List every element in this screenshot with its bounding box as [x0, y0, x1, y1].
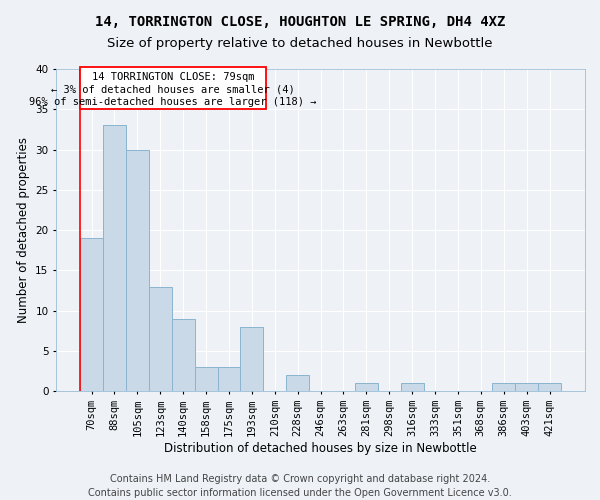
Bar [172, 319, 194, 392]
X-axis label: Distribution of detached houses by size in Newbottle: Distribution of detached houses by size … [164, 442, 477, 455]
Bar [355, 383, 378, 392]
Bar [103, 126, 126, 392]
Bar [286, 375, 309, 392]
Bar [401, 383, 424, 392]
Text: 14, TORRINGTON CLOSE, HOUGHTON LE SPRING, DH4 4XZ: 14, TORRINGTON CLOSE, HOUGHTON LE SPRING… [95, 15, 505, 29]
Text: Size of property relative to detached houses in Newbottle: Size of property relative to detached ho… [107, 38, 493, 51]
Bar [218, 367, 241, 392]
Bar [126, 150, 149, 392]
Text: 14 TORRINGTON CLOSE: 79sqm: 14 TORRINGTON CLOSE: 79sqm [92, 72, 254, 82]
Text: ← 3% of detached houses are smaller (4): ← 3% of detached houses are smaller (4) [51, 84, 295, 94]
Bar [80, 238, 103, 392]
Y-axis label: Number of detached properties: Number of detached properties [17, 137, 29, 323]
Bar [149, 286, 172, 392]
Bar [194, 367, 218, 392]
Text: Contains HM Land Registry data © Crown copyright and database right 2024.
Contai: Contains HM Land Registry data © Crown c… [88, 474, 512, 498]
Bar [241, 327, 263, 392]
Bar [538, 383, 561, 392]
FancyBboxPatch shape [80, 68, 266, 110]
Text: 96% of semi-detached houses are larger (118) →: 96% of semi-detached houses are larger (… [29, 96, 317, 106]
Bar [492, 383, 515, 392]
Bar [515, 383, 538, 392]
